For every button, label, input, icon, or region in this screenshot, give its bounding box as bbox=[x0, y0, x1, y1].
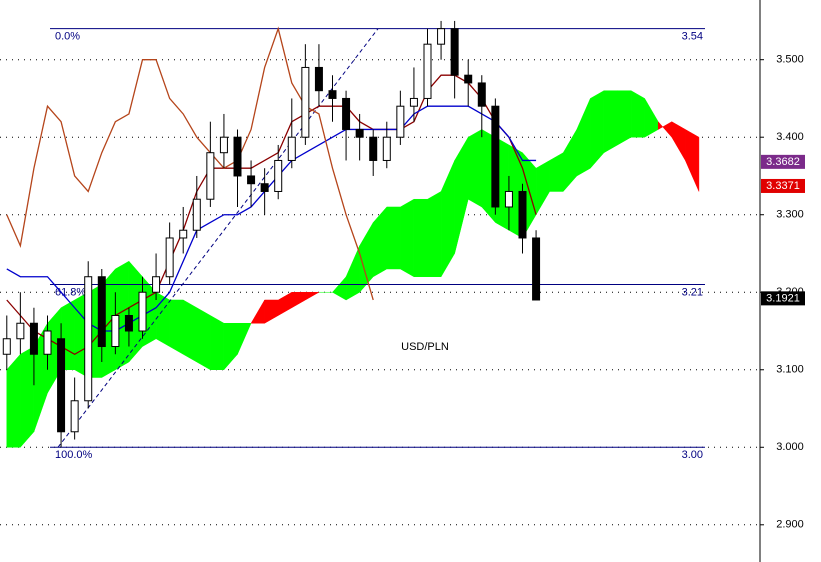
candle-body bbox=[369, 136, 378, 161]
y-tick-label: 3.000 bbox=[776, 441, 804, 453]
cloud-segment bbox=[210, 315, 225, 371]
candle-body bbox=[328, 90, 337, 99]
indicator-line bbox=[6, 105, 537, 332]
cloud-segment bbox=[400, 198, 415, 278]
cloud-segment bbox=[6, 353, 21, 448]
candle-body bbox=[504, 190, 513, 208]
candle-body bbox=[179, 229, 188, 239]
candle-body bbox=[450, 28, 459, 76]
candle-body bbox=[2, 338, 11, 355]
cloud-segment bbox=[169, 299, 184, 355]
candle-body bbox=[423, 43, 432, 99]
candle-body bbox=[274, 159, 283, 192]
indicator-line bbox=[6, 74, 537, 356]
fib-label: 61.8% bbox=[55, 286, 86, 298]
y-tick-label: 3.100 bbox=[776, 364, 804, 376]
candle-body bbox=[355, 128, 364, 138]
cloud-segment bbox=[413, 198, 428, 277]
cloud-segment bbox=[386, 206, 401, 270]
fib-label: 0.0% bbox=[55, 31, 80, 43]
candle-body bbox=[382, 136, 391, 161]
candle-body bbox=[165, 237, 174, 278]
candle-body bbox=[192, 198, 201, 231]
candle-body bbox=[233, 136, 242, 177]
candle-body bbox=[532, 237, 541, 301]
price-tag bbox=[761, 178, 805, 193]
candle-body bbox=[97, 276, 106, 348]
candle-body bbox=[437, 28, 446, 45]
cloud-segment bbox=[305, 291, 320, 301]
cloud-segment bbox=[182, 299, 198, 363]
fib-label: 100.0% bbox=[55, 449, 93, 461]
candle-body bbox=[287, 136, 296, 161]
y-tick-label: 3.500 bbox=[776, 54, 804, 66]
candle-body bbox=[152, 276, 161, 293]
fib-value-label: 3.21 bbox=[682, 286, 703, 298]
candle-body bbox=[16, 322, 25, 340]
cloud-segment bbox=[427, 191, 442, 277]
cloud-segment bbox=[237, 322, 252, 355]
candle-body bbox=[396, 105, 405, 138]
candle-body bbox=[518, 190, 527, 239]
chart-title: USD/PLN bbox=[401, 341, 449, 353]
candle-body bbox=[70, 400, 79, 433]
candle-body bbox=[43, 330, 52, 355]
candle-body bbox=[124, 314, 133, 332]
candle-body bbox=[477, 82, 486, 107]
cloud-segment bbox=[20, 346, 35, 448]
candle-body bbox=[219, 136, 228, 154]
candle-body bbox=[301, 66, 310, 138]
cloud-segment bbox=[467, 129, 483, 208]
candle-body bbox=[138, 291, 147, 332]
candle-body bbox=[314, 66, 323, 92]
cloud-segment bbox=[196, 307, 211, 371]
candle-body bbox=[342, 97, 351, 130]
fib-value-label: 3.00 bbox=[682, 449, 703, 461]
candle-body bbox=[409, 97, 418, 107]
y-tick-label: 3.300 bbox=[776, 209, 804, 221]
y-tick-label: 2.900 bbox=[776, 519, 804, 531]
candle-body bbox=[491, 105, 500, 208]
candle-body bbox=[260, 183, 269, 192]
candle-body bbox=[29, 322, 38, 355]
price-tag-label: 3.3371 bbox=[766, 180, 800, 192]
price-tag-label: 3.1921 bbox=[766, 292, 800, 304]
cloud-segment bbox=[685, 129, 700, 192]
price-tag-label: 3.3682 bbox=[766, 156, 800, 168]
candle-body bbox=[464, 74, 473, 84]
cloud-segment bbox=[630, 90, 645, 138]
price-tag bbox=[761, 291, 805, 306]
candle-body bbox=[247, 175, 256, 185]
candle-body bbox=[84, 276, 93, 402]
fib-trend-line bbox=[57, 28, 379, 448]
indicator-line bbox=[6, 26, 374, 301]
cloud-segment bbox=[617, 90, 632, 146]
fib-value-label: 3.54 bbox=[682, 31, 703, 43]
y-tick-label: 3.400 bbox=[776, 131, 804, 143]
cloud-segment bbox=[603, 90, 618, 154]
candle-body bbox=[206, 152, 215, 200]
price-tag bbox=[761, 154, 805, 169]
candle-body bbox=[111, 314, 120, 348]
candle-body bbox=[57, 338, 66, 433]
